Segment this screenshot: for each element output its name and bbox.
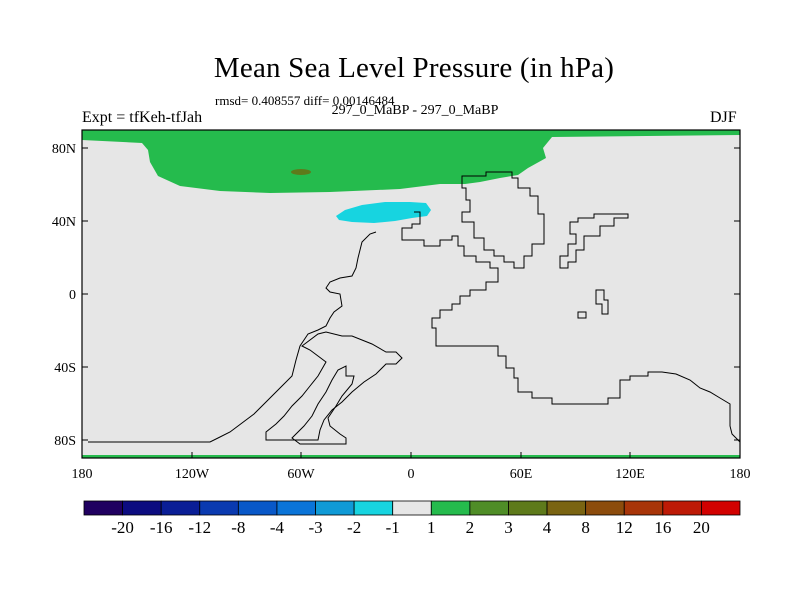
colorbar-swatch xyxy=(122,500,162,516)
lat-label: 80S xyxy=(54,434,76,449)
colorbar-label: -4 xyxy=(270,518,285,537)
colorbar-swatch xyxy=(83,500,123,516)
colorbar-label: -3 xyxy=(308,518,322,537)
coastline-eurasia-north xyxy=(461,171,545,269)
colorbar-swatch xyxy=(392,500,432,516)
colorbar-swatch xyxy=(430,500,471,516)
coastline-americas-west xyxy=(88,231,377,443)
colorbar-label: -2 xyxy=(347,518,361,537)
colorbar-swatch xyxy=(585,500,625,516)
colorbar-label: 12 xyxy=(616,518,633,537)
lon-label: 60E xyxy=(510,467,533,482)
coastline-east-asia xyxy=(559,213,629,269)
season-label: DJF xyxy=(710,109,737,126)
coastline-eurasia-africa xyxy=(401,211,741,443)
coastlines xyxy=(88,171,741,445)
lat-label: 40S xyxy=(54,361,76,376)
experiment-label: Expt = tfKeh-tfJah xyxy=(82,109,203,126)
coastline-island-a xyxy=(595,289,609,315)
colorbar-swatch xyxy=(276,500,316,516)
colorbar-swatch xyxy=(662,500,702,516)
colorbar-label: -16 xyxy=(150,518,173,537)
colorbar-label: 8 xyxy=(581,518,590,537)
latitude-labels: 80N 40N 0 40S 80S xyxy=(52,142,76,449)
colorbar-label: -1 xyxy=(386,518,400,537)
colorbar-label: -8 xyxy=(231,518,245,537)
lon-label: 60W xyxy=(287,467,315,482)
colorbar-label: 1 xyxy=(427,518,436,537)
colorbar-swatch xyxy=(623,500,664,516)
colorbar-label: -20 xyxy=(111,518,134,537)
lon-label: 120W xyxy=(175,467,210,482)
colorbar-swatch xyxy=(508,500,548,516)
coastline-south-america xyxy=(265,331,403,441)
lon-label: 180 xyxy=(72,467,93,482)
colorbar-swatch xyxy=(701,500,741,516)
colorbar-swatch xyxy=(546,500,587,516)
coastline-southern-landmass xyxy=(291,365,355,445)
colorbar-label: 3 xyxy=(504,518,513,537)
axis-ticks xyxy=(81,147,741,458)
period-label: 297_0_MaBP - 297_0_MaBP xyxy=(331,103,499,118)
longitude-labels: 180 120W 60W 0 60E 120E 180 xyxy=(72,467,751,482)
colorbar-label: 16 xyxy=(654,518,671,537)
colorbar-swatch xyxy=(315,500,355,516)
positive-anomaly-region-north xyxy=(82,130,740,193)
colorbar-label: -12 xyxy=(188,518,211,537)
lon-label: 0 xyxy=(408,467,415,482)
colorbar-label: 20 xyxy=(693,518,710,537)
negative-anomaly-region xyxy=(336,202,431,223)
rmsd-diff-stats: rmsd= 0.408557 diff= 0.00146484 xyxy=(215,93,395,108)
colorbar-swatch xyxy=(199,500,239,516)
lat-label: 40N xyxy=(52,215,76,230)
colorbar-label: 2 xyxy=(466,518,475,537)
lat-label: 80N xyxy=(52,142,76,157)
colorbar: -20 -16 -12 -8 -4 -3 -2 -1 1 2 3 4 8 12 16 20 xyxy=(83,500,741,537)
colorbar-swatch xyxy=(160,500,201,516)
colorbar-label: 4 xyxy=(543,518,552,537)
colorbar-swatch xyxy=(469,500,509,516)
colorbar-swatch xyxy=(237,500,278,516)
lat-label: 0 xyxy=(69,288,76,303)
colorbar-swatch xyxy=(353,500,394,516)
positive-anomaly-small-patch xyxy=(291,169,311,175)
lon-label: 120E xyxy=(615,467,645,482)
map-title: Mean Sea Level Pressure (in hPa) xyxy=(213,52,615,84)
lon-label: 180 xyxy=(730,467,751,482)
coastline-island-b xyxy=(577,311,587,319)
